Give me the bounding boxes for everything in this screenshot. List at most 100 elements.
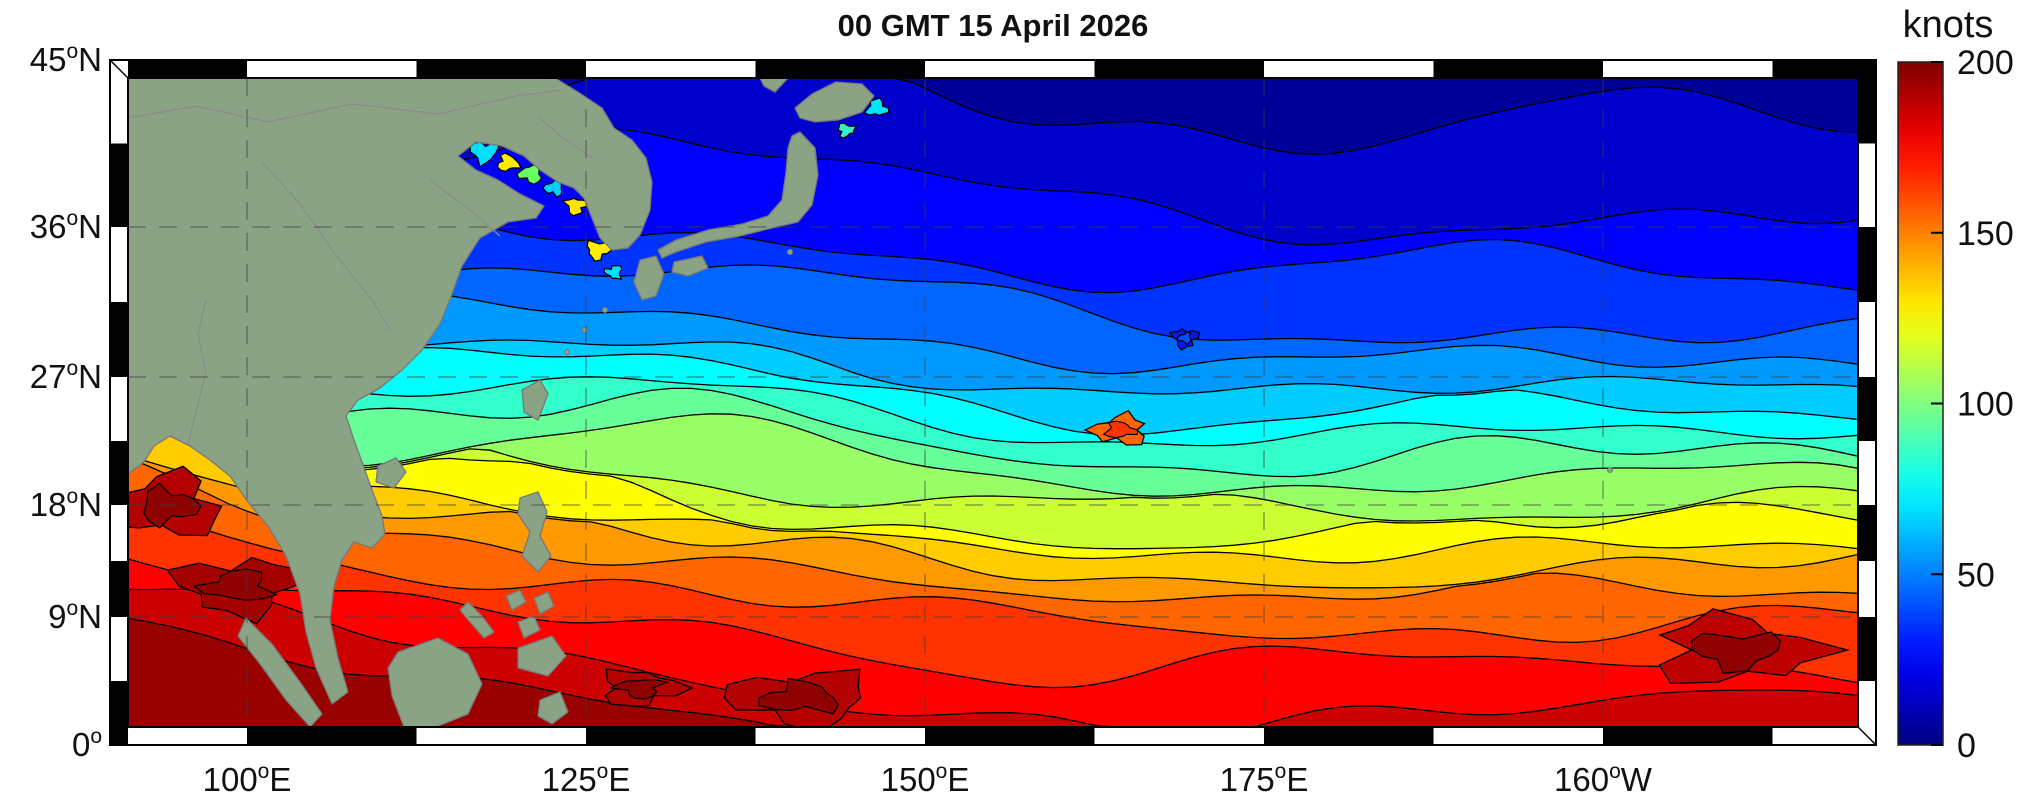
colorbar-units-label: knots	[1902, 4, 1994, 46]
land-sakhalin	[759, 78, 789, 93]
contour-line-140	[128, 454, 1858, 589]
frame-segment	[110, 60, 247, 78]
contour-band-90	[128, 388, 1858, 497]
land-palawan	[459, 601, 495, 639]
y-tick-label-9: 9oN	[48, 597, 102, 635]
country-border	[429, 179, 501, 237]
x-tick-label-125E: 125oE	[542, 760, 631, 798]
contour-band-80	[128, 376, 1858, 477]
frame-segment	[1858, 60, 1876, 144]
contour-line-170	[128, 558, 1858, 689]
anomaly-blob-core	[609, 678, 669, 700]
frame-corner-bevel	[109, 726, 129, 746]
frame-segment	[1858, 505, 1876, 561]
land-shikoku	[671, 255, 709, 277]
contour-band-140	[128, 455, 1858, 602]
land-sumatra	[237, 617, 323, 727]
small-island	[1607, 467, 1613, 473]
contour-line-150	[128, 457, 1858, 603]
small-island	[787, 249, 793, 255]
land-kyushu	[633, 255, 665, 301]
contour-band-160	[128, 503, 1858, 688]
frame-segment	[110, 681, 128, 745]
land-mindanao	[517, 635, 567, 677]
land-hokkaido	[794, 81, 875, 123]
frame-segment	[586, 727, 756, 745]
contour-band-70	[128, 347, 1858, 446]
anomaly-blob-core	[1176, 331, 1192, 346]
frame-corner-bevel	[1857, 726, 1877, 746]
y-tick-label-36: 36oN	[30, 207, 102, 245]
land-taiwan	[521, 379, 549, 421]
frame-segment	[755, 60, 925, 78]
anomaly-blob-core	[1102, 420, 1139, 439]
contour-band-0	[128, 78, 1858, 155]
frame-corner-bevel	[1857, 59, 1877, 79]
anomaly-blob-core	[758, 677, 839, 715]
coastal-patch	[863, 97, 890, 116]
frame-segment	[1264, 727, 1434, 745]
country-border	[261, 161, 391, 331]
country-border	[539, 117, 593, 159]
land-asia_mainland	[128, 78, 653, 705]
contour-line-130	[128, 427, 1858, 564]
coastal-patch	[603, 265, 623, 281]
contour-band-30	[128, 184, 1858, 343]
contour-line-80	[128, 376, 1858, 447]
page-title: 00 GMT 15 April 2026	[837, 8, 1149, 43]
land-hainan	[375, 457, 407, 489]
colorbar-tick-label-100: 100	[1957, 386, 2014, 424]
coastal-patch	[586, 239, 613, 262]
contour-line-160	[128, 503, 1858, 644]
small-island	[602, 307, 608, 313]
frame-segment	[247, 727, 417, 745]
x-tick-label-160W: 160oW	[1554, 760, 1653, 798]
land-luzon	[517, 491, 552, 573]
y-tick-label-0: 0o	[72, 725, 102, 763]
contour-band-100	[128, 413, 1858, 521]
contour-band-110	[128, 423, 1858, 549]
small-island	[564, 349, 570, 355]
contour-line-120	[128, 425, 1858, 550]
land-borneo	[387, 637, 483, 727]
coastal-patch	[496, 152, 522, 172]
frame-segment	[1858, 377, 1876, 441]
colorbar-tick-label-0: 0	[1957, 727, 1976, 765]
frame-segment	[1094, 60, 1264, 78]
coastal-patch	[561, 197, 590, 217]
frame-segment	[416, 60, 586, 78]
frame-inner-outline	[127, 77, 1859, 728]
colorbar: 0 50 100 150 200	[1897, 44, 2014, 765]
coastal-patch	[837, 122, 858, 139]
contour-line-110	[128, 423, 1858, 522]
contour-band-60	[128, 316, 1858, 436]
axis-labels: 45oN 36oN 27oN 18oN 9oN 0o 100oE 125oE 150oE 175o…	[30, 40, 1653, 798]
x-tick-label-100E: 100oE	[203, 760, 292, 798]
frame-segment	[110, 561, 128, 617]
country-border	[128, 89, 561, 123]
contour-band-120	[128, 425, 1858, 563]
frame-segment	[1772, 60, 1876, 78]
x-tick-label-150E: 150oE	[881, 760, 970, 798]
frame-segment	[1858, 227, 1876, 302]
map-frame	[109, 59, 1877, 746]
graticule-layer	[128, 78, 1858, 727]
frame-segment	[110, 60, 1876, 78]
anomaly-blob-core	[1690, 631, 1782, 674]
frame-segment	[925, 727, 1095, 745]
colorbar-tick-label-200: 200	[1957, 44, 2014, 82]
y-tick-label-18: 18oN	[30, 485, 102, 523]
y-tick-label-27: 27oN	[30, 357, 102, 395]
frame-segment	[1433, 60, 1603, 78]
contour-band-50	[128, 292, 1858, 394]
land-honshu	[657, 131, 819, 259]
anomaly-blob-core	[192, 568, 279, 601]
frame-segment	[110, 302, 128, 377]
contour-line-90	[128, 387, 1858, 478]
colorbar-tick-label-50: 50	[1957, 556, 1995, 594]
contour-line-100	[128, 413, 1858, 497]
contour-band-40	[128, 265, 1858, 374]
frame-segment	[110, 441, 128, 505]
frame-outer-outline	[109, 59, 1877, 746]
